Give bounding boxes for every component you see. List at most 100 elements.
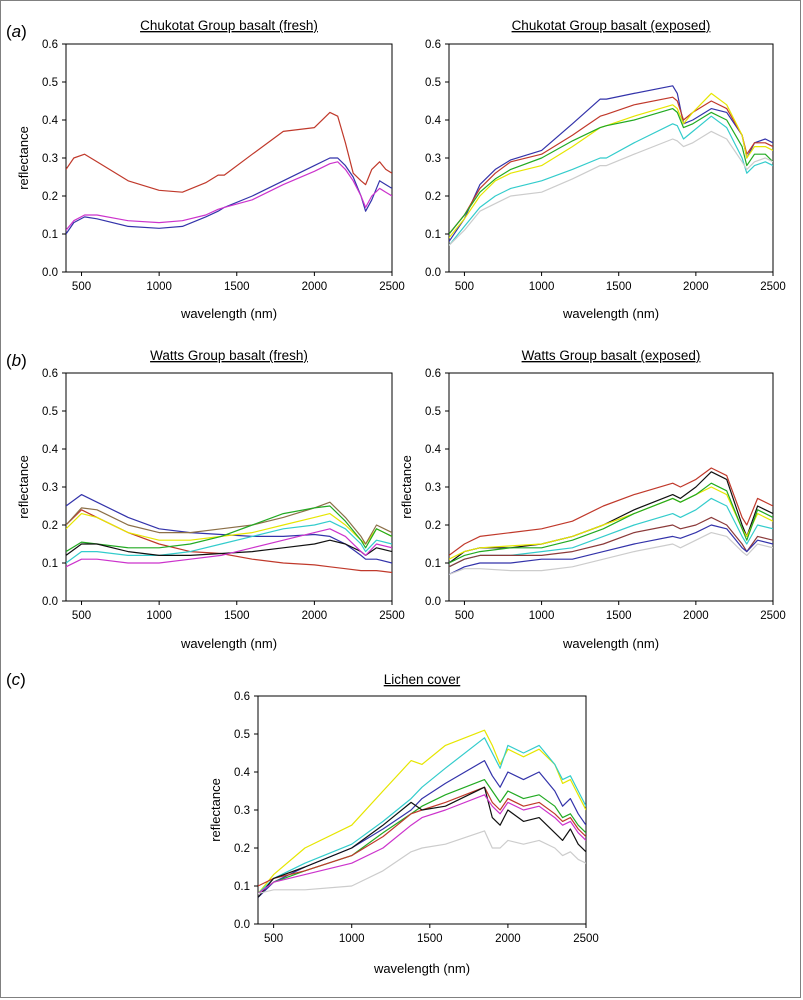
chart-title: Lichen cover [384, 672, 461, 687]
y-tick-label: 0.2 [425, 191, 441, 203]
x-tick-label: 2000 [495, 933, 521, 945]
series-line-1 [66, 494, 392, 564]
panel-label-c: (c) [6, 670, 26, 689]
x-tick-label: 1000 [529, 610, 555, 622]
series-line-1 [449, 467, 773, 556]
panel-label-a: (a) [6, 22, 27, 41]
y-tick-label: 0.3 [425, 482, 441, 494]
y-tick-label: 0.1 [234, 881, 250, 893]
y-tick-label: 0.1 [425, 558, 441, 570]
x-tick-label: 2000 [302, 281, 328, 293]
series-line-4 [449, 107, 773, 235]
x-axis-label: wavelength (nm) [180, 636, 277, 651]
y-axis-label: reflectance [16, 126, 31, 190]
y-tick-label: 0.5 [425, 77, 441, 89]
series-line-8 [66, 528, 392, 568]
series-line-5 [258, 786, 586, 887]
x-tick-label: 2500 [379, 610, 405, 622]
y-tick-label: 0.4 [42, 444, 59, 456]
x-tick-label: 2000 [302, 610, 328, 622]
y-tick-label: 0.5 [42, 406, 58, 418]
series-line-2 [449, 471, 773, 564]
chart-1: Chukotat Group basalt (fresh) 500 1000 1500… [16, 18, 405, 321]
x-axis-label: wavelength (nm) [373, 961, 470, 976]
x-axis-label: wavelength (nm) [562, 306, 659, 321]
series-line-2 [449, 96, 773, 235]
y-tick-label: 0.5 [234, 729, 250, 741]
y-tick-label: 0.1 [42, 558, 58, 570]
y-tick-label: 0.0 [42, 267, 58, 279]
series-line-8 [449, 531, 773, 575]
plot-frame [448, 43, 774, 273]
y-tick-label: 0.0 [234, 919, 250, 931]
series-line-4 [66, 501, 392, 545]
y-tick-label: 0.1 [425, 229, 441, 241]
plot-frame [448, 372, 774, 602]
series-line-2 [66, 157, 392, 235]
series-line-3 [258, 759, 586, 898]
x-tick-label: 1500 [224, 610, 250, 622]
series-line-6 [449, 516, 773, 568]
series-line-3 [66, 512, 392, 545]
series-line-1 [258, 729, 586, 894]
y-tick-label: 0.3 [425, 153, 441, 165]
y-tick-label: 0.2 [425, 520, 441, 532]
series-line-5 [449, 497, 773, 568]
x-tick-label: 500 [455, 610, 474, 622]
series-line-1 [66, 111, 392, 193]
y-tick-label: 0.0 [425, 596, 441, 608]
series-line-8 [258, 830, 586, 895]
x-tick-label: 1500 [606, 610, 632, 622]
y-tick-label: 0.6 [425, 368, 441, 380]
y-tick-label: 0.6 [42, 368, 58, 380]
panel-label-b: (b) [6, 351, 27, 370]
x-tick-label: 1000 [339, 933, 365, 945]
y-tick-label: 0.5 [42, 77, 58, 89]
x-tick-label: 1000 [529, 281, 555, 293]
chart-title: Watts Group basalt (fresh) [150, 348, 308, 363]
x-axis-label: wavelength (nm) [180, 306, 277, 321]
series-line-3 [449, 92, 773, 239]
x-axis-label: wavelength (nm) [562, 636, 659, 651]
chart-title: Watts Group basalt (exposed) [522, 348, 701, 363]
series-line-4 [449, 482, 773, 564]
x-tick-label: 500 [72, 610, 91, 622]
chart-title: Chukotat Group basalt (fresh) [140, 18, 318, 33]
series-line-2 [258, 737, 586, 895]
x-tick-label: 1000 [146, 610, 172, 622]
y-tick-label: 0.5 [425, 406, 441, 418]
x-tick-label: 2000 [683, 281, 709, 293]
series-line-7 [258, 794, 586, 895]
chart-5: Lichen cover 500 1000 1500 2000 2500 0.0 0.1 0.2… [208, 672, 599, 976]
x-tick-label: 2500 [573, 933, 599, 945]
y-tick-label: 0.3 [42, 482, 58, 494]
y-tick-label: 0.6 [234, 691, 250, 703]
series-line-6 [449, 130, 773, 246]
x-tick-label: 1500 [606, 281, 632, 293]
y-axis-label: reflectance [208, 778, 223, 842]
chart-2: Chukotat Group basalt (exposed) 500 1000 15… [425, 18, 786, 321]
x-tick-label: 1000 [146, 281, 172, 293]
x-tick-label: 1500 [417, 933, 443, 945]
y-tick-label: 0.4 [425, 115, 442, 127]
y-axis-label: reflectance [399, 455, 414, 519]
y-tick-label: 0.4 [234, 767, 251, 779]
series-line-4 [258, 778, 586, 895]
x-tick-label: 2500 [760, 281, 786, 293]
y-tick-label: 0.4 [425, 444, 442, 456]
y-tick-label: 0.0 [425, 267, 441, 279]
y-tick-label: 0.2 [42, 191, 58, 203]
x-tick-label: 500 [264, 933, 283, 945]
y-tick-label: 0.2 [234, 843, 250, 855]
x-tick-label: 2500 [760, 610, 786, 622]
x-tick-label: 2000 [683, 610, 709, 622]
plot-frame [65, 43, 393, 273]
series-line-5 [449, 115, 773, 246]
y-tick-label: 0.3 [234, 805, 250, 817]
y-axis-label: reflectance [16, 455, 31, 519]
y-tick-label: 0.1 [42, 229, 58, 241]
y-tick-label: 0.4 [42, 115, 59, 127]
y-tick-label: 0.3 [42, 153, 58, 165]
